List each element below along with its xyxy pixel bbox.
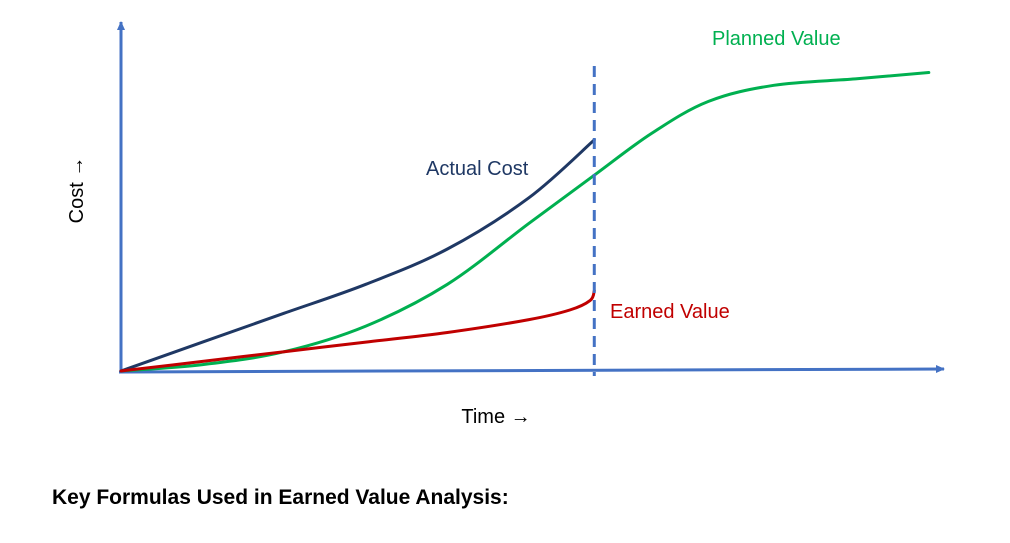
planned-value-label: Planned Value <box>712 28 841 50</box>
x-axis-label: Time → <box>461 406 530 428</box>
planned-value-line <box>119 71 931 373</box>
series-label-layer: Planned Value Actual Cost Earned Value <box>426 28 841 323</box>
chart-axes <box>117 21 945 374</box>
earned-value-label: Earned Value <box>610 301 730 323</box>
formulas-heading: Key Formulas Used in Earned Value Analys… <box>52 486 509 509</box>
earned-value-chart: Planned Value Actual Cost Earned Value Tim… <box>66 21 945 428</box>
x-axis <box>118 365 945 374</box>
series-layer <box>119 71 931 373</box>
y-axis-label: Cost → <box>66 157 88 224</box>
earned-value-line <box>119 289 596 373</box>
actual-cost-line <box>119 138 596 373</box>
actual-cost-label: Actual Cost <box>426 158 529 180</box>
